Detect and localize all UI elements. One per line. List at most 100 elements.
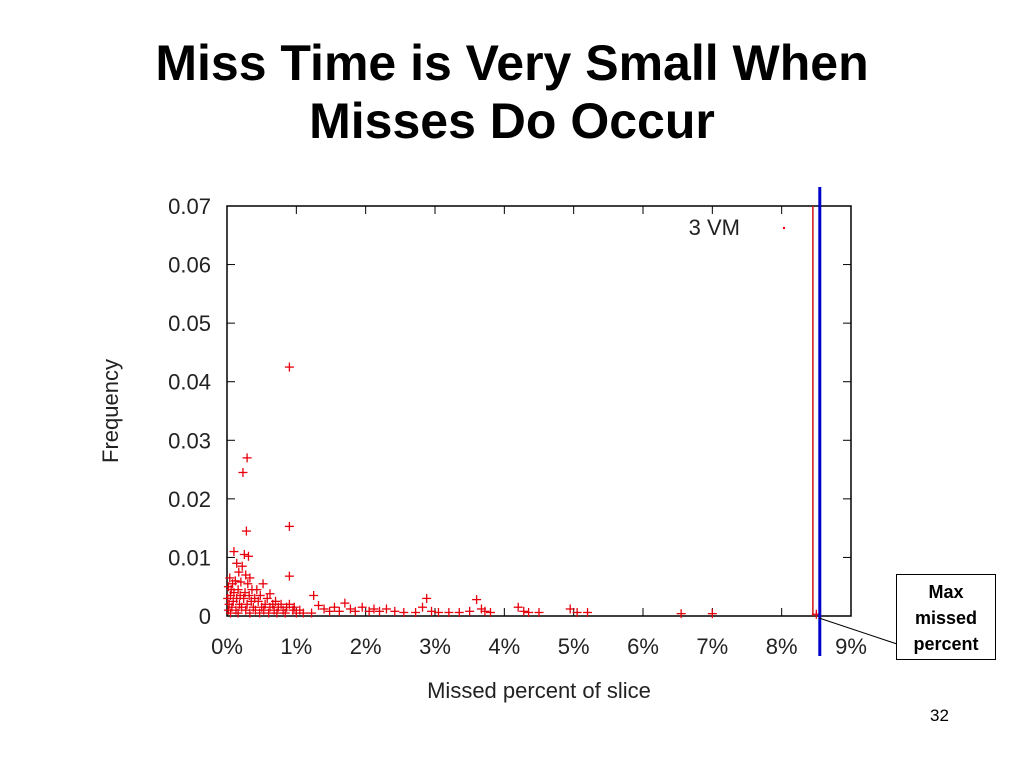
legend-label: 3 VM xyxy=(689,215,740,240)
data-point xyxy=(399,607,409,617)
data-point xyxy=(381,604,391,614)
annotations xyxy=(812,187,822,656)
data-point xyxy=(229,547,239,557)
plot-area-frame xyxy=(226,205,852,617)
data-point xyxy=(444,607,454,617)
data-point xyxy=(262,593,272,603)
data-point xyxy=(334,606,344,616)
slide-title-line-1: Miss Time is Very Small When xyxy=(155,35,869,91)
data-point xyxy=(225,608,235,618)
data-point xyxy=(236,577,246,587)
data-point xyxy=(325,606,335,616)
data-point xyxy=(583,607,593,617)
data-point xyxy=(422,593,432,603)
data-point xyxy=(245,608,255,618)
callout-line-1: Max xyxy=(928,582,964,602)
data-point xyxy=(480,606,490,616)
y-axis: 0 0.01 0.02 0.03 0.04 0.05 0.06 0.07 xyxy=(168,194,851,629)
data-point xyxy=(243,551,253,561)
callout-line-2: missed xyxy=(914,608,978,628)
y-tick-label: 0.03 xyxy=(168,428,211,453)
data-point xyxy=(524,607,534,617)
x-tick-label: 8% xyxy=(766,634,798,659)
y-tick-label: 0.06 xyxy=(168,253,211,278)
data-point xyxy=(572,607,582,617)
data-point xyxy=(284,362,294,372)
data-point xyxy=(239,550,249,559)
data-point xyxy=(418,602,428,612)
data-point xyxy=(242,599,252,609)
data-point xyxy=(472,595,482,605)
x-tick-label: 9% xyxy=(835,634,867,659)
data-point xyxy=(258,579,268,589)
slide-title: Miss Time is Very Small When Misses Do O… xyxy=(0,34,1024,150)
data-point xyxy=(345,604,355,614)
data-point xyxy=(239,593,249,603)
data-point xyxy=(454,607,464,617)
x-axis-label: Missed percent of slice xyxy=(427,678,651,703)
data-point xyxy=(565,604,575,614)
data-point xyxy=(244,591,254,600)
y-tick-label: 0.01 xyxy=(168,545,211,570)
y-tick-label: 0.04 xyxy=(168,370,211,395)
data-point xyxy=(255,591,265,600)
data-point xyxy=(676,609,686,619)
x-tick-label: 1% xyxy=(280,634,312,659)
x-axis: 0% 1% 2% 3% 4% 5% 6% 7% 8% 9% xyxy=(211,206,867,659)
data-point xyxy=(465,606,475,616)
data-point xyxy=(707,609,717,619)
data-point xyxy=(411,607,421,617)
data-point xyxy=(264,608,274,618)
data-points xyxy=(223,362,821,619)
legend-marker xyxy=(782,226,786,230)
data-point xyxy=(284,571,294,581)
x-tick-label: 5% xyxy=(558,634,590,659)
data-point xyxy=(265,589,275,599)
y-tick-label: 0 xyxy=(199,604,211,629)
data-point xyxy=(513,602,523,612)
data-point xyxy=(232,558,242,568)
data-point xyxy=(237,561,247,571)
data-point xyxy=(245,573,255,583)
page-number: 32 xyxy=(930,706,949,725)
data-point xyxy=(255,608,265,618)
data-point xyxy=(280,608,290,618)
data-point xyxy=(284,521,294,531)
data-point xyxy=(241,526,251,536)
data-point xyxy=(253,596,263,606)
x-tick-label: 3% xyxy=(419,634,451,659)
data-point xyxy=(243,579,253,589)
data-point xyxy=(485,607,495,617)
connector-line xyxy=(818,617,901,646)
data-point xyxy=(309,591,319,600)
data-point xyxy=(252,585,262,595)
data-point xyxy=(427,606,437,616)
data-point xyxy=(364,606,374,616)
data-point xyxy=(233,608,243,618)
callout-line-3: percent xyxy=(913,634,979,654)
data-point xyxy=(519,606,529,616)
data-point xyxy=(350,606,360,616)
data-point xyxy=(319,604,329,614)
data-point xyxy=(234,567,244,577)
data-point xyxy=(329,602,339,612)
x-tick-label: 7% xyxy=(696,634,728,659)
slide-title-line-2: Misses Do Occur xyxy=(309,93,715,149)
data-point xyxy=(307,608,317,618)
data-point xyxy=(242,453,252,463)
data-point xyxy=(314,600,324,610)
max-missed-percent-callout: Max missed percent xyxy=(896,574,996,660)
y-tick-label: 0.05 xyxy=(168,311,211,336)
data-point xyxy=(272,608,282,618)
y-tick-label: 0.07 xyxy=(168,194,211,219)
x-tick-label: 2% xyxy=(350,634,382,659)
x-tick-label: 0% xyxy=(211,634,243,659)
data-point xyxy=(340,598,350,608)
data-point xyxy=(223,593,233,603)
y-tick-label: 0.02 xyxy=(168,487,211,512)
y-axis-label: Frequency xyxy=(98,359,123,463)
data-point xyxy=(369,604,379,614)
data-point xyxy=(390,606,400,616)
data-point xyxy=(375,606,385,616)
